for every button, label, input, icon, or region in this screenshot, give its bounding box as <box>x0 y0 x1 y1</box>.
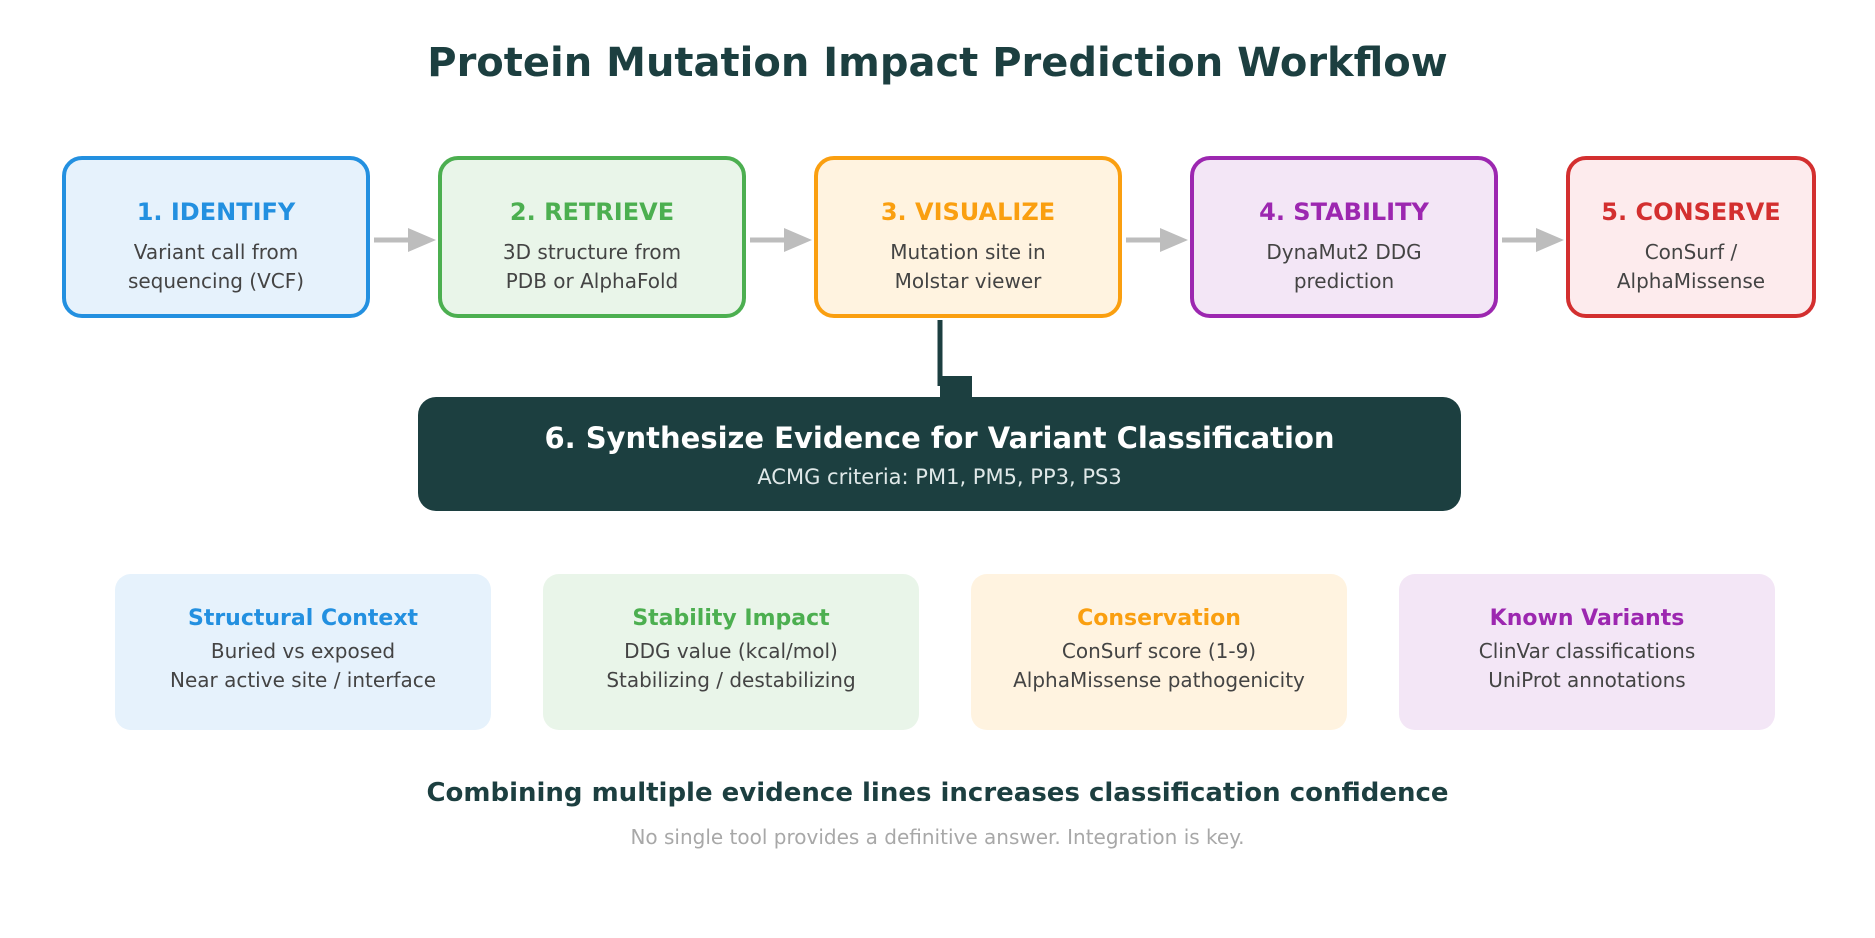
step-identify-description: Variant call from sequencing (VCF) <box>127 240 305 293</box>
footer-note: No single tool provides a definitive ans… <box>630 825 1245 849</box>
step-stability: 4. STABILITY DynaMut2 DDG prediction <box>1190 156 1498 318</box>
step-retrieve: 2. RETRIEVE 3D structure from PDB or Alp… <box>438 156 746 318</box>
evidence-card-known-variants: Known Variants ClinVar classifications U… <box>1399 574 1775 730</box>
evidence-card-conservation: Conservation ConSurf score (1-9) AlphaMi… <box>971 574 1347 730</box>
step-visualize: 3. VISUALIZE Mutation site in Molstar vi… <box>814 156 1122 318</box>
step-conserve-title: 5. CONSERVE <box>1601 198 1781 226</box>
step-identify-title: 1. IDENTIFY <box>136 198 296 226</box>
step-identify: 1. IDENTIFY Variant call from sequencing… <box>62 156 370 318</box>
evidence-card-structural-context: Structural Context Buried vs exposed Nea… <box>115 574 491 730</box>
arrow-step1-to-step2 <box>374 228 436 252</box>
evidence-card-line: DDG value (kcal/mol) <box>624 639 838 663</box>
step-visualize-description: Mutation site in Molstar viewer <box>890 240 1046 293</box>
synthesis-subtitle: ACMG criteria: PM1, PM5, PP3, PS3 <box>757 465 1122 489</box>
diagram-title: Protein Mutation Impact Prediction Workf… <box>427 40 1448 86</box>
step-conserve: 5. CONSERVE ConSurf / AlphaMissense <box>1566 156 1816 318</box>
step-retrieve-description: 3D structure from PDB or AlphaFold <box>502 240 682 293</box>
evidence-card-title: Conservation <box>1077 606 1241 631</box>
synthesis-title: 6. Synthesize Evidence for Variant Class… <box>544 421 1335 455</box>
step-stability-description: DynaMut2 DDG prediction <box>1266 240 1422 293</box>
evidence-card-stability-impact: Stability Impact DDG value (kcal/mol) St… <box>543 574 919 730</box>
synthesis-box: 6. Synthesize Evidence for Variant Class… <box>418 397 1461 511</box>
evidence-card-line: Stabilizing / destabilizing <box>606 668 856 692</box>
arrow-step2-to-step3 <box>750 228 812 252</box>
step-stability-title: 4. STABILITY <box>1259 198 1429 226</box>
step-visualize-title: 3. VISUALIZE <box>880 198 1056 226</box>
arrow-step3-to-step4 <box>1126 228 1188 252</box>
evidence-card-line: AlphaMissense pathogenicity <box>1013 668 1305 692</box>
evidence-card-line: Buried vs exposed <box>210 639 396 663</box>
footer-conclusion: Combining multiple evidence lines increa… <box>426 778 1449 808</box>
evidence-card-line: UniProt annotations <box>1488 668 1686 692</box>
evidence-card-line: ConSurf score (1-9) <box>1061 639 1257 663</box>
step-conserve-description: ConSurf / AlphaMissense <box>1616 240 1766 293</box>
arrow-step3-to-synthesis <box>937 320 972 397</box>
evidence-card-line: ClinVar classifications <box>1478 639 1696 663</box>
evidence-card-title: Known Variants <box>1489 606 1685 631</box>
evidence-card-line: Near active site / interface <box>169 668 437 692</box>
step-retrieve-title: 2. RETRIEVE <box>509 198 675 226</box>
evidence-card-title: Stability Impact <box>632 606 830 631</box>
evidence-card-title: Structural Context <box>187 606 419 631</box>
arrow-step4-to-step5 <box>1502 228 1564 252</box>
